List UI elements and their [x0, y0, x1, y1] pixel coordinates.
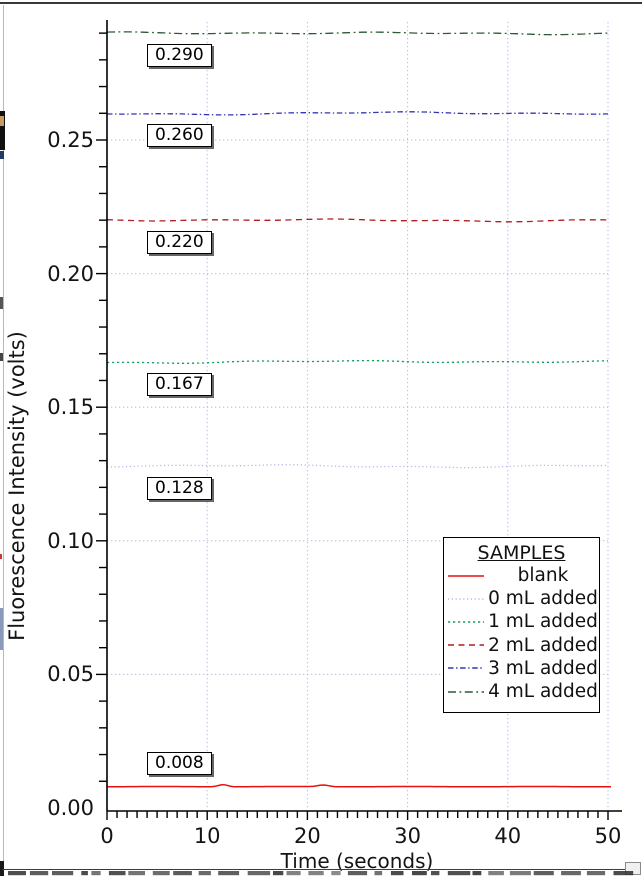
- series-line-blank: [106, 783, 611, 788]
- legend-title: SAMPLES: [477, 542, 566, 564]
- y-tick-label: 0.15: [47, 395, 94, 420]
- y-tick-label: 0.25: [47, 128, 94, 152]
- x-tick-label: 20: [294, 824, 321, 848]
- legend-label: 2 mL added: [488, 634, 598, 656]
- x-tick-label: 50: [594, 824, 622, 848]
- legend-item-2ml: 2 mL added: [444, 634, 599, 657]
- legend-label: 3 mL added: [488, 657, 598, 679]
- x-tick-label: 10: [193, 824, 221, 848]
- y-tick-label: 0.20: [47, 261, 94, 286]
- background-window-corner: [625, 862, 641, 875]
- legend-label: blank: [517, 565, 569, 587]
- window-top-border: [0, 2, 642, 4]
- annotation-2ml: 0.220: [147, 231, 212, 255]
- legend-item-3ml: 3 mL added: [444, 657, 599, 680]
- left-edge-artifact: [0, 151, 4, 159]
- legend-item-blank: blank: [444, 564, 599, 587]
- legend-item-0ml: 0 mL added: [444, 587, 599, 610]
- legend-line-sample: [448, 667, 484, 670]
- legend-label: 1 mL added: [488, 611, 598, 633]
- left-edge-artifact: [0, 353, 3, 361]
- legend: SAMPLES blank 0 mL added 1 mL added 2 mL…: [443, 537, 600, 713]
- x-tick-label: 30: [394, 824, 421, 848]
- y-tick-label: 0.05: [47, 662, 94, 687]
- series-line-2-mL-added: [106, 218, 608, 223]
- annotation-blank: 0.008: [147, 751, 212, 775]
- annotation-0ml: 0.128: [147, 476, 212, 500]
- left-window-edge: [3, 5, 4, 876]
- y-axis-label: Fluorescence Intensity (volts): [5, 331, 29, 641]
- legend-line-sample: [448, 690, 484, 693]
- annotation-1ml: 0.167: [147, 372, 212, 396]
- x-tick-label: 0: [100, 824, 114, 848]
- left-edge-artifact: [0, 111, 5, 150]
- bottom-left-artifact: [0, 861, 4, 876]
- legend-line-sample: [448, 644, 484, 646]
- x-tick-label: 40: [494, 824, 522, 848]
- bottom-window-edge: [2, 869, 639, 870]
- series-line-4-mL-added: [106, 31, 609, 36]
- legend-item-4ml: 4 mL added: [444, 680, 599, 703]
- annotation-4ml: 0.290: [147, 44, 212, 68]
- annotation-3ml: 0.260: [147, 124, 212, 148]
- legend-line-sample: [448, 574, 484, 577]
- series-line-3-mL-added: [106, 111, 609, 116]
- left-edge-artifact: [0, 554, 2, 559]
- y-tick-label: 0.10: [47, 528, 94, 553]
- left-edge-artifact: [0, 116, 4, 126]
- y-tick-label: 0.00: [47, 796, 94, 820]
- legend-line-sample: [448, 621, 484, 623]
- series-line-0-mL-added: [107, 464, 609, 469]
- left-edge-artifact: [0, 608, 3, 650]
- legend-label: 4 mL added: [488, 681, 598, 703]
- legend-line-sample: [448, 598, 484, 600]
- legend-label: 0 mL added: [488, 588, 598, 610]
- left-edge-artifact: [0, 297, 3, 309]
- series-line-1-mL-added: [107, 359, 608, 364]
- legend-item-1ml: 1 mL added: [444, 610, 599, 633]
